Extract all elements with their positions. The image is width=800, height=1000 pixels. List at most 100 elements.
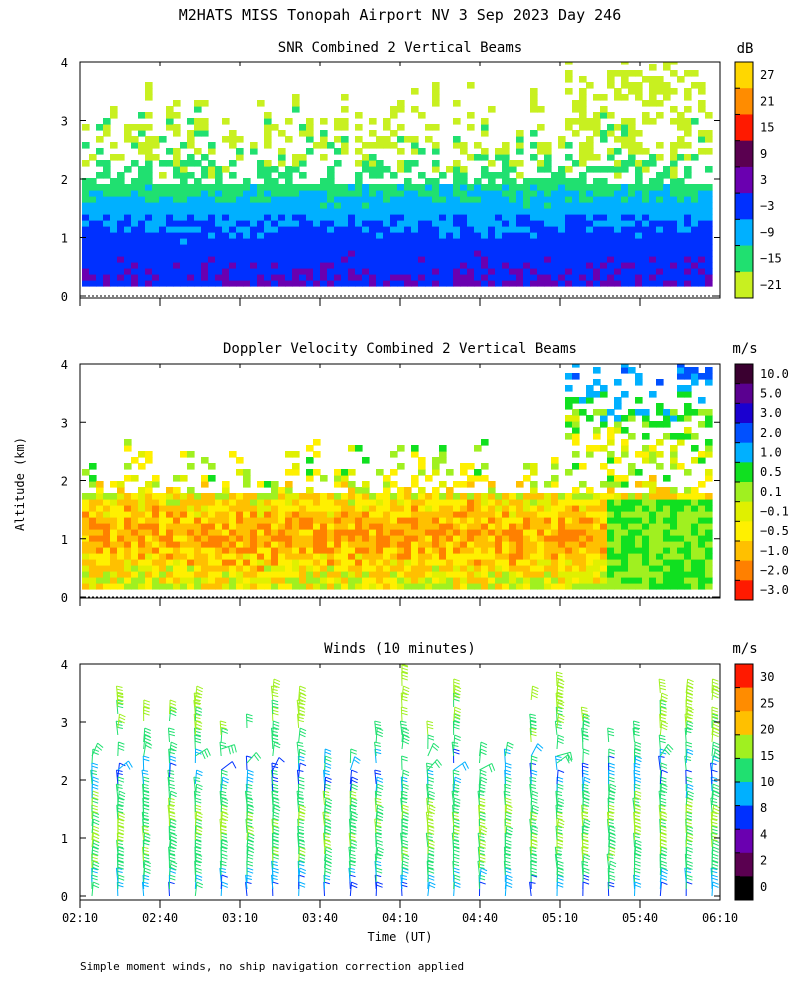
snr-cell bbox=[551, 274, 559, 281]
doppler-cell bbox=[432, 535, 440, 542]
doppler-colorbar: 10.05.03.02.01.00.50.1−0.1−0.5−1.0−2.0−3… bbox=[734, 363, 789, 601]
doppler-cell bbox=[173, 511, 181, 518]
snr-cell bbox=[600, 244, 608, 251]
snr-cell bbox=[439, 190, 447, 197]
doppler-cell bbox=[607, 571, 615, 578]
snr-cell bbox=[705, 196, 713, 203]
wind-barb bbox=[194, 685, 204, 701]
snr-cell bbox=[453, 118, 461, 125]
snr-cell bbox=[537, 106, 545, 113]
doppler-cell bbox=[355, 517, 363, 524]
doppler-cell bbox=[96, 577, 104, 584]
doppler-cell bbox=[362, 571, 370, 578]
doppler-cell bbox=[180, 511, 188, 518]
snr-cell bbox=[250, 184, 258, 191]
doppler-cell bbox=[656, 517, 664, 524]
snr-cell bbox=[418, 148, 426, 155]
doppler-cell bbox=[278, 499, 286, 506]
wind-barb bbox=[324, 818, 332, 834]
snr-cell bbox=[341, 136, 349, 143]
doppler-cell bbox=[285, 553, 293, 560]
doppler-cell bbox=[89, 547, 97, 554]
doppler-cell bbox=[607, 565, 615, 572]
doppler-cell bbox=[341, 481, 349, 488]
snr-cell bbox=[453, 262, 461, 269]
doppler-cell bbox=[222, 529, 230, 536]
wind-barb-flag bbox=[247, 825, 255, 829]
doppler-cell bbox=[684, 391, 692, 398]
snr-cell bbox=[334, 226, 342, 233]
doppler-cell bbox=[481, 571, 489, 578]
snr-cell bbox=[684, 214, 692, 221]
doppler-cell bbox=[201, 523, 209, 530]
doppler-cell bbox=[313, 559, 321, 566]
snr-cell bbox=[502, 160, 510, 167]
snr-cell bbox=[131, 244, 139, 251]
snr-cell bbox=[544, 226, 552, 233]
snr-cell bbox=[271, 208, 279, 215]
snr-cell bbox=[103, 184, 111, 191]
doppler-cell bbox=[460, 469, 468, 476]
wind-barb-flag bbox=[247, 769, 254, 773]
snr-cell bbox=[334, 160, 342, 167]
wind-barb bbox=[246, 713, 253, 729]
doppler-cell bbox=[614, 499, 622, 506]
doppler-cell bbox=[222, 583, 230, 590]
snr-cell bbox=[110, 256, 118, 263]
doppler-cell bbox=[621, 529, 629, 536]
snr-cell bbox=[439, 208, 447, 215]
snr-cell bbox=[705, 112, 713, 119]
doppler-cell bbox=[649, 505, 657, 512]
doppler-cell bbox=[677, 541, 685, 548]
snr-cell bbox=[572, 268, 580, 275]
doppler-cell bbox=[656, 403, 664, 410]
wind-barb-flag bbox=[298, 758, 305, 762]
doppler-cell bbox=[614, 427, 622, 434]
snr-cell bbox=[698, 262, 706, 269]
snr-cell bbox=[467, 184, 475, 191]
wind-barb bbox=[194, 734, 202, 750]
doppler-cell bbox=[439, 583, 447, 590]
snr-cell bbox=[222, 256, 230, 263]
snr-cell bbox=[691, 184, 699, 191]
snr-cell bbox=[691, 244, 699, 251]
doppler-cell bbox=[586, 535, 594, 542]
doppler-cell bbox=[418, 565, 426, 572]
snr-cell bbox=[397, 124, 405, 131]
snr-cell bbox=[670, 214, 678, 221]
doppler-cell bbox=[474, 475, 482, 482]
snr-cell bbox=[103, 172, 111, 179]
snr-cell bbox=[348, 226, 356, 233]
snr-cell bbox=[222, 220, 230, 227]
wind-barb-flag bbox=[221, 874, 228, 878]
doppler-cell bbox=[89, 565, 97, 572]
snr-cell bbox=[215, 190, 223, 197]
snr-cell bbox=[586, 256, 594, 263]
doppler-cell bbox=[82, 469, 90, 476]
snr-cell bbox=[642, 226, 650, 233]
doppler-cell bbox=[572, 493, 580, 500]
snr-cell bbox=[593, 202, 601, 209]
doppler-cell bbox=[215, 511, 223, 518]
snr-cell bbox=[411, 268, 419, 275]
snr-cell bbox=[670, 106, 678, 113]
doppler-cell bbox=[572, 451, 580, 458]
doppler-colorbar-swatch bbox=[735, 442, 753, 463]
snr-cell bbox=[166, 268, 174, 275]
snr-cell bbox=[110, 190, 118, 197]
snr-cell bbox=[201, 250, 209, 257]
snr-cell bbox=[691, 262, 699, 269]
snr-cell bbox=[460, 274, 468, 281]
doppler-cell bbox=[82, 577, 90, 584]
doppler-cell bbox=[642, 571, 650, 578]
snr-cell bbox=[614, 232, 622, 239]
snr-cell bbox=[474, 190, 482, 197]
snr-cell bbox=[285, 136, 293, 143]
snr-cell bbox=[453, 208, 461, 215]
snr-cell bbox=[82, 208, 90, 215]
doppler-cell bbox=[397, 517, 405, 524]
snr-cell bbox=[285, 178, 293, 185]
doppler-cell bbox=[691, 577, 699, 584]
wind-barb-flag bbox=[168, 783, 175, 787]
snr-cell bbox=[96, 262, 104, 269]
